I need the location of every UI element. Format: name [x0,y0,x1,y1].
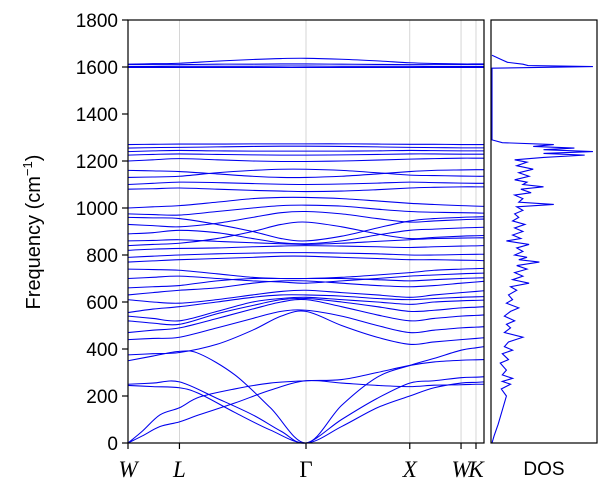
y-axis-title-sup: −1 [20,161,35,176]
dos-axis-label: DOS [523,459,564,480]
y-tick-label: 1600 [76,58,118,79]
phonon-branch-28 [127,181,485,186]
phonon-branch-5 [127,346,485,444]
k-point-label: W [118,457,139,482]
k-point-label: L [172,457,186,482]
phonon-branch-10 [127,296,485,322]
phonon-branch-38 [127,63,484,66]
phonon-branch-37 [127,65,484,68]
band-structure-plot [127,57,485,444]
y-axis-title-close: ) [23,155,45,162]
phonon-branch-23 [127,210,485,228]
y-tick-label: 200 [86,387,118,408]
phonon-branch-8 [127,298,485,334]
phonon-branch-9 [127,297,485,326]
phonon-branch-21 [127,237,485,245]
phonon-branch-6 [127,310,485,356]
y-tick-label: 1400 [76,105,118,126]
phonon-branch-30 [127,169,485,179]
phonon-branch-15 [127,272,485,284]
k-point-label: W [451,457,472,482]
phonon-branch-22 [127,226,485,245]
y-tick-label: 1000 [76,199,118,220]
k-point-label: Γ [299,457,312,482]
phonon-branch-3 [127,381,485,444]
y-tick-label: 400 [86,340,118,361]
y-tick-label: 600 [86,293,118,314]
high-symmetry-gridlines [179,20,477,443]
phonon-branch-27 [127,186,484,193]
phonon-branch-39 [127,57,484,65]
y-tick-label: 1200 [76,152,118,173]
phonon-branch-20 [127,221,485,247]
y-tick-label: 800 [86,246,118,267]
phonon-branch-7 [127,309,485,341]
phonon-branch-25 [127,204,485,216]
dos-curve [491,54,593,444]
phonon-branch-29 [127,168,485,178]
phonon-branch-17 [127,255,485,263]
phonon-branch-32 [127,153,484,156]
phonon-branch-31 [127,157,484,163]
phonon-branch-33 [127,149,484,153]
phonon-branch-19 [127,245,485,251]
dos-plot [491,54,593,444]
phonon-branch-11 [127,294,485,314]
y-axis-title-main: Frequency (cm [23,176,45,309]
phonon-branch-2 [127,359,485,444]
y-tick-label: 0 [107,434,118,455]
k-point-labels: W L Γ X WK [118,443,485,482]
y-axis-ticks: 0 200 400 600 800 1000 1200 1400 1600 1800 [76,11,128,455]
phonon-branch-16 [127,267,485,280]
dos-plot-frame [490,19,598,444]
phonon-branch-18 [127,252,485,258]
k-point-label: K [467,457,485,482]
phonon-branch-12 [127,289,485,304]
phonon-branch-34 [127,145,485,149]
phonon-branch-35 [127,143,484,146]
y-tick-label: 1800 [76,11,118,32]
phonon-branch-26 [127,196,485,209]
y-axis-title: Frequency (cm−1) [20,155,45,310]
phonon-branch-24 [127,216,485,242]
k-point-label: X [402,457,418,482]
phonon-branch-4 [127,376,485,444]
